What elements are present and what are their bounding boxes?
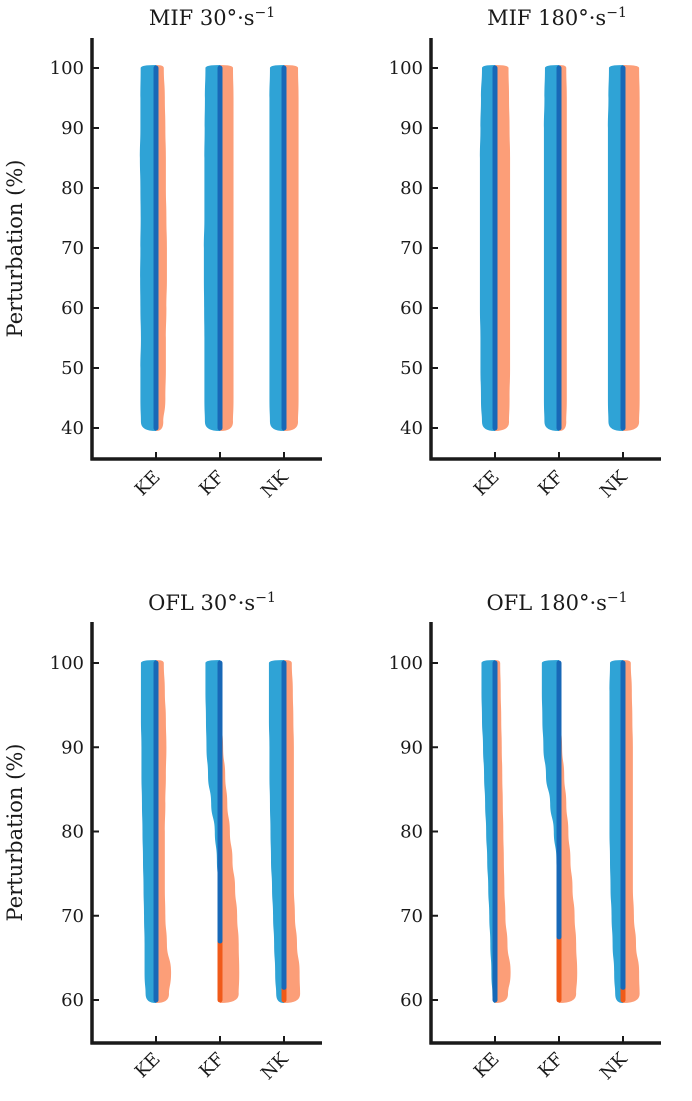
- y-tick-label: 40: [400, 418, 423, 439]
- x-tick-label: NK: [596, 1048, 632, 1084]
- violin-right-half: [284, 65, 299, 431]
- y-tick-label: 70: [400, 238, 423, 259]
- violin-left-half: [541, 660, 559, 1003]
- violin-nk: [609, 660, 640, 1003]
- panel-2: MIF 180°·s−1 40 50 60 70 80 90 100 KE KF NK: [389, 5, 661, 502]
- violin-right-half: [559, 660, 578, 1003]
- x-tick-label: NK: [257, 1048, 293, 1084]
- chart-title-text: OFL 30°·s: [148, 591, 255, 615]
- violin-right-half: [220, 660, 240, 1003]
- y-tick-label: 80: [400, 822, 423, 843]
- violin-left-half: [607, 65, 623, 431]
- y-tick-label: 80: [61, 822, 84, 843]
- x-tick-label: KE: [131, 1049, 165, 1083]
- violin-right-half: [623, 65, 640, 431]
- chart-title-text: MIF 180°·s: [487, 6, 606, 30]
- x-tick-label: KF: [195, 1049, 228, 1082]
- y-tick-label: 90: [61, 737, 84, 758]
- violin-right-half: [220, 65, 234, 431]
- y-tick-label: 100: [389, 58, 423, 79]
- violin-right-half: [156, 660, 172, 1003]
- chart-title-superscript: −1: [255, 5, 276, 21]
- y-tick-label: 60: [61, 298, 84, 319]
- y-tick-label: 70: [400, 906, 423, 927]
- x-tick-label: KF: [534, 467, 567, 500]
- violin-left-half: [268, 660, 284, 1003]
- violin-kf: [205, 660, 240, 1003]
- chart-title-superscript: −1: [255, 590, 276, 606]
- y-tick-label: 80: [61, 178, 84, 199]
- violin-left-half: [481, 660, 495, 1003]
- x-tick-label: KE: [131, 467, 165, 501]
- violin-ke: [140, 660, 172, 1003]
- violin-left-half: [479, 65, 495, 431]
- violin-ke: [139, 65, 167, 431]
- panel-3: OFL 30°·s−1 Perturbation (%) 60 70 80 90 100 KE…: [3, 590, 322, 1084]
- violin-left-half: [139, 65, 156, 431]
- y-tick-label: 90: [61, 118, 84, 139]
- chart-title-superscript: −1: [606, 5, 627, 21]
- chart-title-text: OFL 180°·s: [486, 591, 606, 615]
- violin-kf: [541, 660, 578, 1003]
- y-tick-label: 40: [61, 418, 84, 439]
- y-tick-label: 60: [400, 298, 423, 319]
- y-tick-label: 100: [50, 58, 84, 79]
- y-tick-label: 100: [389, 653, 423, 674]
- y-tick-label: 100: [50, 653, 84, 674]
- chart-title-text: MIF 30°·s: [149, 6, 255, 30]
- chart-title-superscript: −1: [607, 590, 628, 606]
- violin-right-half: [495, 660, 511, 1003]
- violin-right-half: [284, 660, 301, 1003]
- violin-right-half: [495, 65, 511, 431]
- violin-nk: [268, 660, 301, 1003]
- violin-left-half: [205, 660, 220, 1003]
- chart-title: OFL 30°·s−1: [148, 590, 276, 615]
- violin-nk: [607, 65, 640, 431]
- violin-left-half: [203, 65, 220, 431]
- y-axis-label: Perturbation (%): [3, 160, 27, 338]
- violin-left-half: [140, 660, 156, 1003]
- violin-left-half: [269, 65, 284, 431]
- violin-left-half: [609, 660, 623, 1003]
- violin-left-half: [543, 65, 559, 431]
- x-tick-label: KE: [470, 467, 504, 501]
- violin-right-half: [156, 65, 167, 431]
- chart-title: MIF 30°·s−1: [149, 5, 275, 30]
- y-tick-label: 70: [61, 238, 84, 259]
- y-tick-label: 50: [61, 358, 84, 379]
- y-tick-label: 60: [61, 990, 84, 1011]
- y-tick-label: 70: [61, 906, 84, 927]
- violin-nk: [269, 65, 299, 431]
- x-tick-label: NK: [257, 466, 293, 502]
- x-tick-label: NK: [596, 466, 632, 502]
- x-tick-label: KE: [470, 1049, 504, 1083]
- violin-ke: [481, 660, 511, 1003]
- chart-title: MIF 180°·s−1: [487, 5, 627, 30]
- x-tick-label: KF: [534, 1049, 567, 1082]
- x-tick-label: KF: [195, 467, 228, 500]
- y-axis-label: Perturbation (%): [3, 744, 27, 922]
- panel-1: MIF 30°·s−1 Perturbation (%) 40 50 60 70 80 90 1…: [3, 5, 322, 502]
- violin-right-half: [623, 660, 640, 1003]
- violin-ke: [479, 65, 511, 431]
- chart-title: OFL 180°·s−1: [486, 590, 627, 615]
- violin-kf: [543, 65, 567, 431]
- y-tick-label: 90: [400, 118, 423, 139]
- violin-kf: [203, 65, 234, 431]
- y-tick-label: 50: [400, 358, 423, 379]
- y-tick-label: 60: [400, 990, 423, 1011]
- y-tick-label: 90: [400, 737, 423, 758]
- y-tick-label: 80: [400, 178, 423, 199]
- panel-4: OFL 180°·s−1 60 70 80 90 100 KE KF NK: [389, 590, 661, 1084]
